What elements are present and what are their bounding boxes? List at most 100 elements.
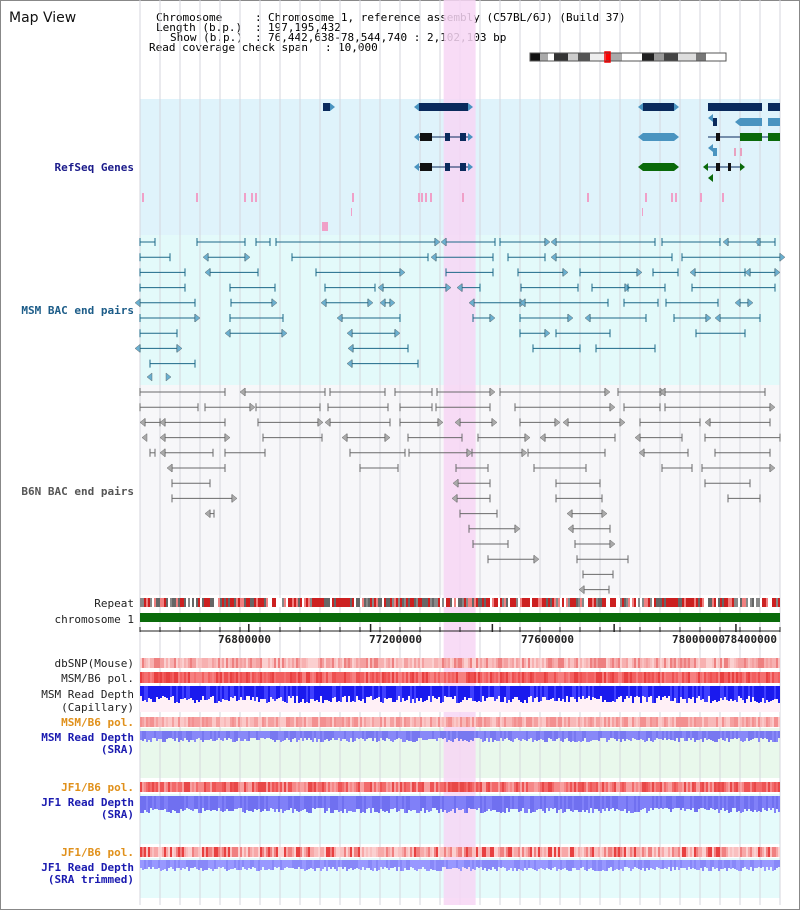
bac-end-marker bbox=[466, 448, 473, 458]
msm-depth-sra-bar bbox=[668, 731, 670, 739]
jf1-depth-bar bbox=[326, 796, 328, 811]
jf1-depth-bar bbox=[224, 796, 226, 811]
repeat-segment bbox=[264, 598, 266, 607]
repeat-segment bbox=[390, 598, 392, 607]
jf1-b6-pol-cell bbox=[540, 782, 542, 792]
msm-depth-cap-bar bbox=[536, 686, 538, 697]
refseq-gene-track[interactable] bbox=[142, 103, 780, 231]
jf1-b6-pol-trim-cell bbox=[396, 847, 398, 857]
jf1-depth-bar bbox=[752, 796, 754, 812]
repeat-segment bbox=[714, 598, 716, 607]
msm-b6-pol-sra-cell bbox=[634, 717, 636, 727]
jf1-depth-bar bbox=[684, 796, 686, 811]
jf1-b6-pol-trim-cell bbox=[460, 847, 462, 857]
msm-b6-pol-cell bbox=[182, 672, 184, 683]
gene-body bbox=[420, 163, 432, 171]
msm-depth-cap-bg bbox=[564, 702, 566, 712]
jf1-depth-trim-bar bbox=[290, 860, 292, 868]
msm-bac-track[interactable] bbox=[134, 237, 786, 382]
msm-depth-cap-bg bbox=[148, 698, 150, 712]
b6n-bac-track[interactable] bbox=[139, 387, 781, 595]
jf1-b6-pol-cell bbox=[614, 782, 616, 792]
msm-depth-sra-bar bbox=[218, 731, 220, 738]
bac-end-marker bbox=[714, 313, 721, 323]
msm-b6-pol-cell bbox=[152, 672, 154, 683]
msm-b6-pol-sra-cell bbox=[748, 717, 750, 727]
repeat-segment bbox=[370, 598, 372, 607]
jf1-b6-pol-trim-cell bbox=[686, 847, 688, 857]
jf1-depth-bar bbox=[450, 796, 452, 811]
dbsnp-cell bbox=[574, 658, 576, 668]
gene-strand-arrow bbox=[638, 133, 643, 141]
jf1-b6-pol-trim-cell bbox=[196, 847, 198, 857]
jf1-b6-pol-trim-cell bbox=[758, 847, 760, 857]
repeat-segment bbox=[708, 598, 710, 607]
msm-depth-sra-bar bbox=[438, 731, 440, 738]
msm-depth-cap-bar bbox=[740, 686, 742, 698]
jf1-b6-pol-cell bbox=[568, 782, 570, 792]
jf1-b6-pol-trim-cell bbox=[570, 847, 572, 857]
jf1-depth-bar bbox=[690, 796, 692, 810]
repeat-segment bbox=[564, 598, 566, 607]
msm-depth-cap-bar bbox=[462, 686, 464, 700]
msm-depth-cap-bg bbox=[454, 696, 456, 712]
jf1-depth-bar bbox=[292, 796, 294, 813]
msm-b6-pol-cell bbox=[528, 672, 530, 683]
jf1-depth-bar bbox=[440, 796, 442, 809]
msm-b6-pol-cell bbox=[168, 672, 170, 683]
msm-depth-sra-bar bbox=[620, 731, 622, 742]
msm-depth-cap-bar bbox=[436, 686, 438, 699]
msm-depth-cap-bg bbox=[686, 703, 688, 712]
msm-b6-pol-sra-cell bbox=[682, 717, 684, 727]
msm-depth-sra-bar bbox=[176, 731, 178, 738]
repeat-segment bbox=[302, 598, 304, 607]
dbsnp-cell bbox=[280, 658, 282, 668]
msm-depth-cap-bg bbox=[502, 702, 504, 712]
repeat-segment bbox=[536, 598, 538, 607]
repeat-segment bbox=[140, 598, 142, 607]
jf1-b6-pol-cell bbox=[770, 782, 772, 792]
msm-depth-cap-bg bbox=[544, 697, 546, 712]
jf1-b6-pol-cell bbox=[350, 782, 352, 792]
dbsnp-cell bbox=[432, 658, 434, 668]
msm-depth-cap-bg bbox=[770, 701, 772, 712]
msm-depth-cap-bar bbox=[708, 686, 710, 696]
chromosome-ideogram[interactable] bbox=[529, 51, 727, 63]
jf1-b6-pol-trim-cell bbox=[320, 847, 322, 857]
msm-depth-sra-bar bbox=[290, 731, 292, 742]
jf1-b6-pol-cell bbox=[660, 782, 662, 792]
msm-depth-cap-bar bbox=[736, 686, 738, 702]
jf1-b6-pol-trim-cell bbox=[704, 847, 706, 857]
repeat-segment bbox=[558, 598, 560, 607]
jf1-depth-trim-bar bbox=[748, 860, 750, 870]
jf1-depth-trim-bar bbox=[454, 860, 456, 868]
msm-b6-pol-cell bbox=[150, 672, 152, 683]
jf1-depth-bar bbox=[140, 796, 142, 813]
jf1-depth-trim-bar bbox=[700, 860, 702, 868]
msm-b6-pol-cell bbox=[216, 672, 218, 683]
jf1-b6-pol-cell bbox=[238, 782, 240, 792]
jf1-b6-pol-trim-cell bbox=[624, 847, 626, 857]
repeat-segment bbox=[398, 598, 400, 607]
dbsnp-cell bbox=[438, 658, 440, 668]
dbsnp-cell bbox=[396, 658, 398, 668]
jf1-b6-pol-cell bbox=[370, 782, 372, 792]
dbsnp-cell bbox=[260, 658, 262, 668]
msm-depth-cap-bg bbox=[318, 702, 320, 712]
jf1-depth-trim-bar bbox=[714, 860, 716, 869]
msm-b6-pol-sra-cell bbox=[400, 717, 402, 727]
msm-depth-cap-bg bbox=[314, 701, 316, 712]
jf1-b6-pol-trim-cell bbox=[494, 847, 496, 857]
jf1-b6-pol-cell bbox=[248, 782, 250, 792]
jf1-b6-pol-cell bbox=[594, 782, 596, 792]
dbsnp-cell bbox=[628, 658, 630, 668]
msm-depth-cap-bg bbox=[768, 702, 770, 712]
jf1-b6-pol-cell bbox=[322, 782, 324, 792]
dbsnp-cell bbox=[702, 658, 704, 668]
jf1-depth-bar bbox=[196, 796, 198, 809]
msm-b6-pol-cell bbox=[652, 672, 654, 683]
repeat-segment bbox=[162, 598, 164, 607]
jf1-b6-pol-trim-cell bbox=[226, 847, 228, 857]
jf1-b6-pol-trim-cell bbox=[642, 847, 644, 857]
